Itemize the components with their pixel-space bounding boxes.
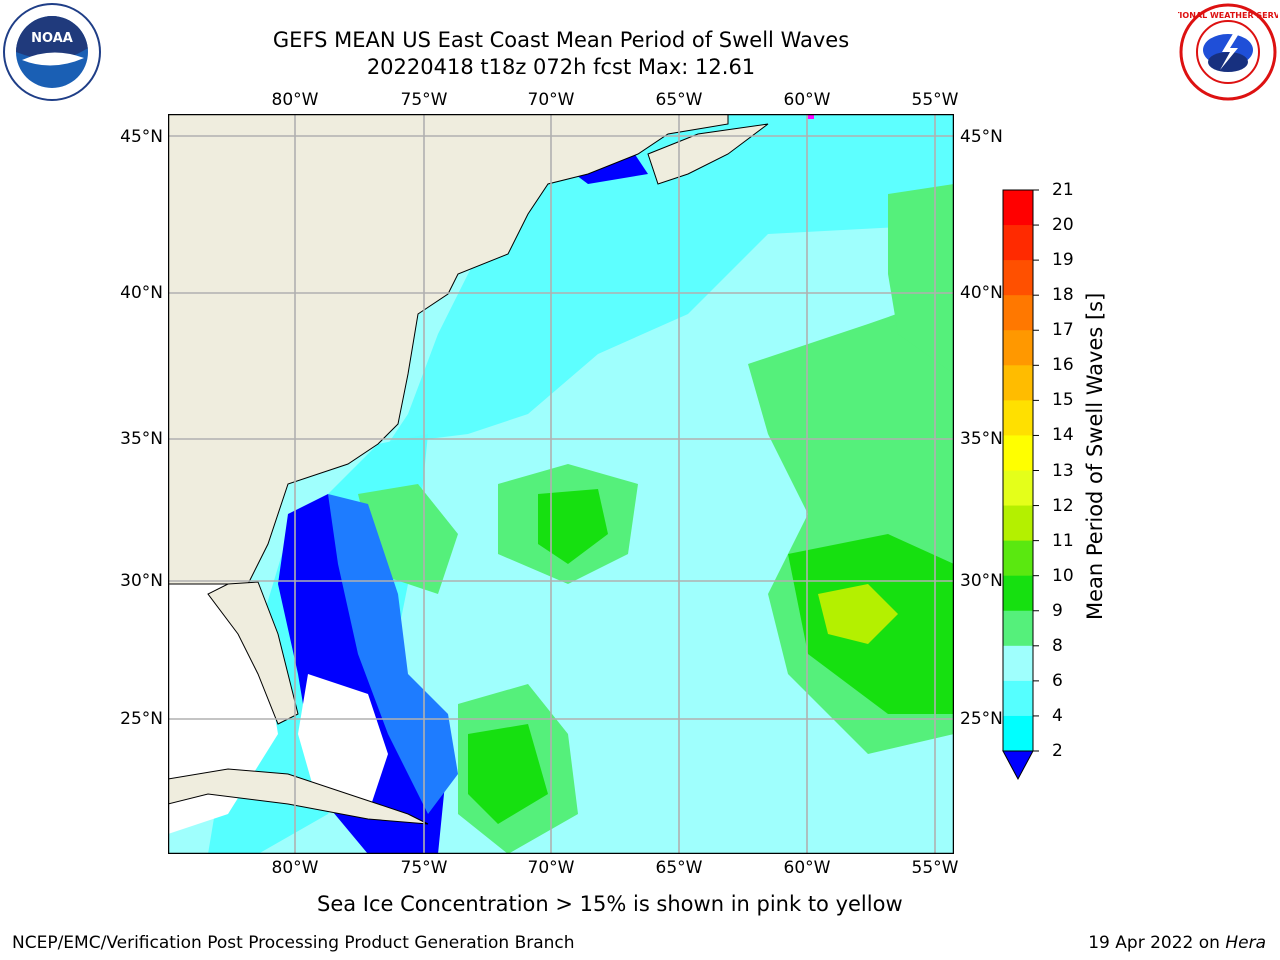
lon-label-bottom-55w: 55°W <box>911 858 959 878</box>
colorbar-tick-10: 10 <box>1052 565 1074 586</box>
colorbar-band <box>1003 680 1033 717</box>
noaa-logo: NOAA <box>2 2 102 102</box>
mid-blue-florida <box>328 494 458 814</box>
lon-label-top-70w: 70°W <box>527 90 575 110</box>
bahamas-nodata <box>298 674 388 814</box>
colorbar-tick-12: 12 <box>1052 495 1074 516</box>
lat-label-right-25n: 25°N <box>960 709 1003 729</box>
lon-label-top-80w: 80°W <box>271 90 319 110</box>
colorbar-tick-2: 2 <box>1052 741 1063 761</box>
colorbar-tick-11: 11 <box>1052 530 1074 551</box>
map-panel <box>168 114 954 854</box>
chart-title-line1: GEFS MEAN US East Coast Mean Period of S… <box>272 28 850 52</box>
colorbar-tick-18: 18 <box>1052 285 1074 306</box>
colorbar-tick-20: 20 <box>1052 215 1074 236</box>
colorbar-tick-21: 21 <box>1052 180 1074 200</box>
colorbar-tick-6: 6 <box>1052 670 1063 691</box>
green-core-south <box>468 724 548 824</box>
colorbar-band <box>1003 540 1033 577</box>
lat-label-left-25n: 25°N <box>120 709 163 729</box>
colorbar-tick-19: 19 <box>1052 250 1074 271</box>
colorbar-tick-14: 14 <box>1052 425 1074 446</box>
lon-label-bottom-75w: 75°W <box>400 858 448 878</box>
colorbar-tick-15: 15 <box>1052 390 1074 411</box>
land-cuba <box>168 768 429 825</box>
colorbar-tick-16: 16 <box>1052 355 1074 376</box>
colorbar-band <box>1003 435 1033 471</box>
footer-machine: Hera <box>1225 933 1266 953</box>
lon-label-top-55w: 55°W <box>911 90 959 110</box>
lat-label-left-45n: 45°N <box>120 127 163 147</box>
colorbar-band <box>1003 470 1033 507</box>
lon-label-bottom-65w: 65°W <box>655 858 703 878</box>
footer-date: 19 Apr 2022 on <box>1088 933 1226 953</box>
colorbar-band <box>1003 295 1033 331</box>
footer-left: NCEP/EMC/Verification Post Processing Pr… <box>12 933 575 953</box>
land-north-america <box>168 114 729 585</box>
colorbar-tick-4: 4 <box>1052 705 1063 726</box>
colorbar-band <box>1003 260 1033 296</box>
colorbar-band <box>1003 575 1033 612</box>
colorbar-band <box>1003 400 1033 436</box>
nws-logo: NATIONAL WEATHER SERVICE <box>1162 2 1280 102</box>
green-patch-north <box>888 184 954 374</box>
lat-label-left-40n: 40°N <box>120 283 163 303</box>
svg-text:NOAA: NOAA <box>31 31 73 46</box>
colorbar-extend-arrow <box>1002 750 1034 781</box>
lat-label-right-30n: 30°N <box>960 571 1003 591</box>
colorbar-tick-17: 17 <box>1052 320 1074 341</box>
footer-right: 19 Apr 2022 on Hera <box>1088 933 1266 953</box>
colorbar-tick-9: 9 <box>1052 600 1063 621</box>
lon-label-bottom-70w: 70°W <box>527 858 575 878</box>
colorbar-band <box>1003 225 1033 261</box>
lat-label-left-30n: 30°N <box>120 571 163 591</box>
lat-label-right-35n: 35°N <box>960 429 1003 449</box>
graticule <box>168 114 954 854</box>
colorbar-band <box>1003 330 1033 366</box>
colorbar-tick-8: 8 <box>1052 635 1063 656</box>
lat-label-right-40n: 40°N <box>960 283 1003 303</box>
yellow-green-core <box>818 584 898 644</box>
green-core-central <box>538 489 608 564</box>
sea-ice-caption: Sea Ice Concentration > 15% is shown in … <box>317 892 903 916</box>
chart-title-line2: 20220418 t18z 072h fcst Max: 12.61 <box>366 55 756 79</box>
colorbar-band <box>1003 715 1033 752</box>
svg-text:NATIONAL WEATHER SERVICE: NATIONAL WEATHER SERVICE <box>1178 11 1278 20</box>
land-novascotia <box>647 123 769 185</box>
lon-label-bottom-60w: 60°W <box>783 858 831 878</box>
colorbar-band <box>1003 645 1033 682</box>
sea-ice-marker <box>808 114 814 119</box>
lon-label-top-75w: 75°W <box>400 90 448 110</box>
colorbar-band <box>1003 365 1033 401</box>
lat-label-right-45n: 45°N <box>960 127 1003 147</box>
lon-label-bottom-80w: 80°W <box>271 858 319 878</box>
lon-label-top-60w: 60°W <box>783 90 831 110</box>
colorbar-band <box>1003 505 1033 542</box>
colorbar-band <box>1003 190 1033 226</box>
colorbar-label: Mean Period of Swell Waves [s] <box>1083 292 1107 620</box>
lon-label-top-65w: 65°W <box>655 90 703 110</box>
colorbar-band <box>1003 610 1033 647</box>
lat-label-left-35n: 35°N <box>120 429 163 449</box>
colorbar-tick-13: 13 <box>1052 460 1074 481</box>
colorbar <box>1000 186 1039 786</box>
